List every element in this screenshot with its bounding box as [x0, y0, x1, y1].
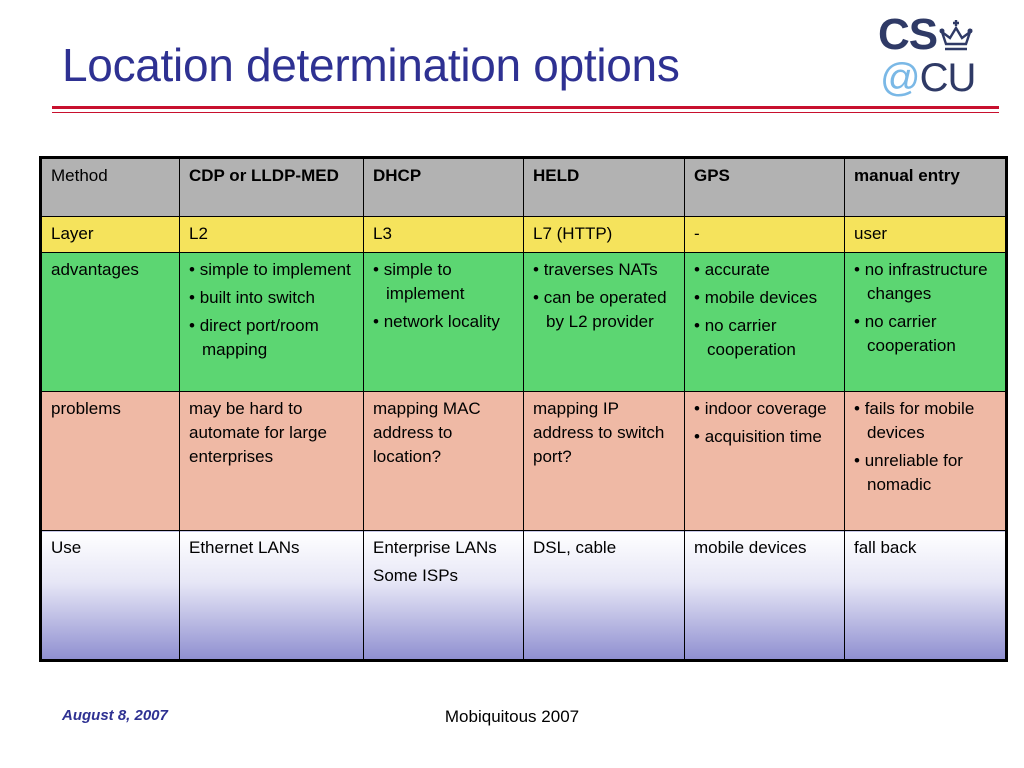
- logo-at-text: @: [880, 56, 921, 100]
- cs-at-cu-logo: CS @CU: [878, 10, 978, 102]
- table-row-use: Use Ethernet LANs Enterprise LANs Some I…: [40, 530, 1007, 661]
- bullet-item: built into switch: [189, 286, 355, 310]
- advantages-gps: accurate mobile devices no carrier coope…: [684, 252, 845, 392]
- bullet-item: no infrastructure changes: [854, 258, 997, 306]
- layer-cdp: L2: [179, 216, 364, 253]
- problems-label: problems: [40, 391, 180, 531]
- location-options-table: Method CDP or LLDP-MED DHCP HELD GPS man…: [39, 156, 1008, 662]
- layer-dhcp: L3: [363, 216, 524, 253]
- bullet-item: no carrier cooperation: [694, 314, 836, 362]
- logo-cu-line: @CU: [880, 56, 977, 100]
- use-dhcp: Enterprise LANs Some ISPs: [363, 530, 524, 661]
- title-rule-thin: [52, 112, 999, 113]
- bullet-item: no carrier cooperation: [854, 310, 997, 358]
- header-method: Method: [40, 157, 180, 217]
- table-header-row: Method CDP or LLDP-MED DHCP HELD GPS man…: [40, 157, 1007, 217]
- logo-cs-text: CS: [878, 10, 938, 59]
- cell-paragraph: mobile devices: [694, 538, 807, 557]
- cell-paragraph: DSL, cable: [533, 538, 617, 557]
- cell-paragraph: fall back: [854, 538, 917, 557]
- header-held: HELD: [523, 157, 685, 217]
- layer-gps: -: [684, 216, 845, 253]
- logo-cu-text: CU: [919, 56, 977, 100]
- advantages-dhcp: simple to implement network locality: [363, 252, 524, 392]
- use-manual: fall back: [844, 530, 1007, 661]
- bullet-item: network locality: [373, 310, 515, 334]
- slide-title: Location determination options: [62, 39, 680, 91]
- bullet-item: simple to implement: [373, 258, 515, 306]
- problems-dhcp: mapping MAC address to location?: [363, 391, 524, 531]
- table-row-advantages: advantages simple to implement built int…: [40, 252, 1007, 392]
- bullet-item: simple to implement: [189, 258, 355, 282]
- header-dhcp: DHCP: [363, 157, 524, 217]
- layer-label: Layer: [40, 216, 180, 253]
- footer-date: August 8, 2007: [62, 707, 168, 724]
- advantages-label: advantages: [40, 252, 180, 392]
- use-cdp: Ethernet LANs: [179, 530, 364, 661]
- use-label: Use: [40, 530, 180, 661]
- use-gps: mobile devices: [684, 530, 845, 661]
- problems-gps: indoor coverage acquisition time: [684, 391, 845, 531]
- cell-paragraph: Ethernet LANs: [189, 538, 300, 557]
- bullet-item: accurate: [694, 258, 836, 282]
- header-cdp-lldp-med: CDP or LLDP-MED: [179, 157, 364, 217]
- bullet-item: acquisition time: [694, 425, 836, 449]
- table-row-layer: Layer L2 L3 L7 (HTTP) - user: [40, 216, 1007, 253]
- cell-paragraph: Some ISPs: [373, 566, 459, 585]
- advantages-cdp: simple to implement built into switch di…: [179, 252, 364, 392]
- bullet-item: unreliable for nomadic: [854, 449, 997, 497]
- header-gps: GPS: [684, 157, 845, 217]
- problems-cdp: may be hard to automate for large enterp…: [179, 391, 364, 531]
- bullet-item: fails for mobile devices: [854, 397, 997, 445]
- title-rule-thick: [52, 106, 999, 109]
- advantages-held: traverses NATs can be operated by L2 pro…: [523, 252, 685, 392]
- use-held: DSL, cable: [523, 530, 685, 661]
- bullet-item: can be operated by L2 provider: [533, 286, 676, 334]
- bullet-item: indoor coverage: [694, 397, 836, 421]
- bullet-item: mobile devices: [694, 286, 836, 310]
- crown-icon: [939, 20, 973, 51]
- cell-paragraph: Enterprise LANs: [373, 538, 497, 557]
- footer-conference: Mobiquitous 2007: [444, 707, 580, 726]
- problems-manual: fails for mobile devices unreliable for …: [844, 391, 1007, 531]
- bullet-item: traverses NATs: [533, 258, 676, 282]
- problems-held: mapping IP address to switch port?: [523, 391, 685, 531]
- advantages-manual: no infrastructure changes no carrier coo…: [844, 252, 1007, 392]
- bullet-item: direct port/room mapping: [189, 314, 355, 362]
- layer-manual: user: [844, 216, 1007, 253]
- layer-held: L7 (HTTP): [523, 216, 685, 253]
- table-row-problems: problems may be hard to automate for lar…: [40, 391, 1007, 531]
- header-manual-entry: manual entry: [844, 157, 1007, 217]
